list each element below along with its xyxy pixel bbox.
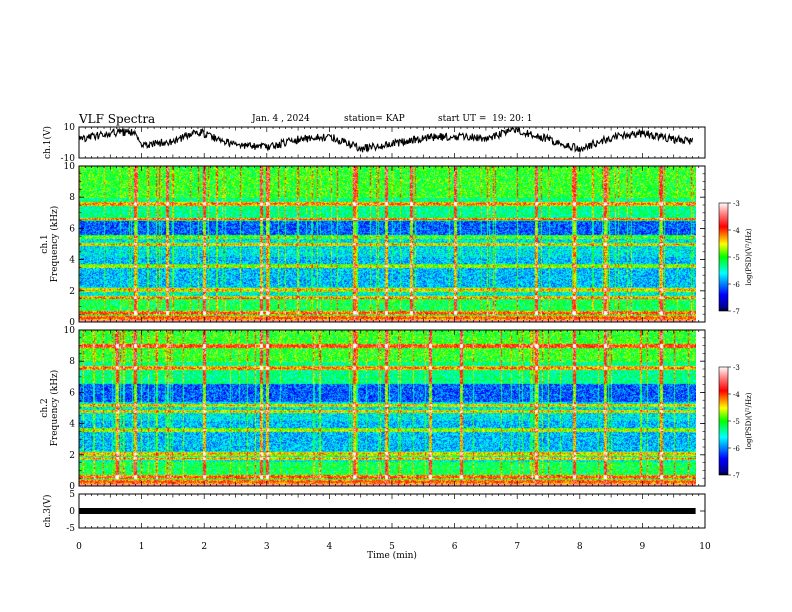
y-tick-label: 4 [69, 256, 75, 266]
y-tick-label: 4 [69, 420, 75, 430]
colorbar-tick-label: -7 [733, 308, 740, 316]
ch3-waveform-ylabel: ch.3(V) [42, 495, 53, 528]
y-tick-label: 10 [64, 326, 76, 336]
y-tick-label: 6 [69, 388, 75, 398]
colorbar-tick-label: -7 [733, 472, 740, 480]
plot-start-time: start UT = 19: 20: 1 [438, 114, 533, 124]
x-tick-label: 8 [577, 542, 583, 552]
ch2-spectrogram-colorbar [718, 366, 729, 476]
spectrogram-image-1 [79, 166, 696, 322]
ch1-spectrogram-ylabel-freq: Frequency (kHz) [49, 206, 60, 283]
colorbar-tick-label: -6 [733, 445, 740, 453]
ch2-spectrogram-ylabel-freq: Frequency (kHz) [49, 370, 60, 447]
x-tick-label: 2 [201, 542, 207, 552]
colorbar-tick-label: -3 [733, 200, 740, 208]
x-tick-label: 0 [76, 542, 82, 552]
y-tick-label: 2 [69, 451, 75, 461]
plot-date: Jan. 4 , 2024 [252, 114, 310, 124]
y-tick-label: 5 [69, 490, 75, 500]
x-tick-label: 10 [699, 542, 711, 552]
x-tick-label: 1 [139, 542, 145, 552]
ch1-spectrogram-ylabel-channel: ch.1 [40, 234, 50, 253]
ch1-waveform-ylabel: ch.1(V) [42, 126, 53, 159]
ch1-waveform-trace [78, 126, 694, 153]
y-tick-label: 0 [69, 507, 75, 517]
spectrogram-image-2 [79, 330, 696, 486]
x-tick-label: 4 [327, 542, 333, 552]
x-tick-label: 9 [640, 542, 646, 552]
colorbar-tick-label: -5 [733, 418, 740, 426]
ch3-waveform-trace [79, 508, 696, 514]
x-axis-label: Time (min) [367, 550, 417, 561]
x-tick-label: 7 [514, 542, 520, 552]
plot-title: VLF Spectra [79, 112, 156, 126]
plot-station: station= KAP [344, 114, 405, 124]
y-tick-label: 6 [69, 224, 75, 234]
ch2-spectrogram-ylabel-channel: ch.2 [40, 398, 50, 417]
colorbar-tick-label: -3 [733, 364, 740, 372]
colorbar-tick-label: -5 [733, 254, 740, 262]
x-tick-label: 6 [452, 542, 458, 552]
x-tick-label: 5 [389, 542, 395, 552]
panels-layer [78, 126, 696, 514]
ch1-spectrogram-colorbar [718, 202, 729, 312]
y-tick-label: 0 [69, 482, 75, 492]
x-tick-label: 3 [264, 542, 270, 552]
ch1-spectrogram-colorbar-label: log(PSD)(V²/Hz) [745, 228, 753, 285]
y-tick-label: 0 [69, 318, 75, 328]
colorbar-tick-label: -4 [733, 227, 740, 235]
y-tick-label: -10 [61, 154, 76, 164]
y-tick-label: 10 [64, 123, 76, 133]
colorbar-tick-label: -6 [733, 281, 740, 289]
y-tick-label: -5 [66, 524, 75, 534]
y-tick-label: 8 [69, 357, 75, 367]
ch2-spectrogram-colorbar-label: log(PSD)(V²/Hz) [745, 392, 753, 449]
colorbar-tick-label: -4 [733, 391, 740, 399]
y-tick-label: 8 [69, 193, 75, 203]
y-tick-label: 2 [69, 287, 75, 297]
y-tick-label: 10 [64, 162, 76, 172]
